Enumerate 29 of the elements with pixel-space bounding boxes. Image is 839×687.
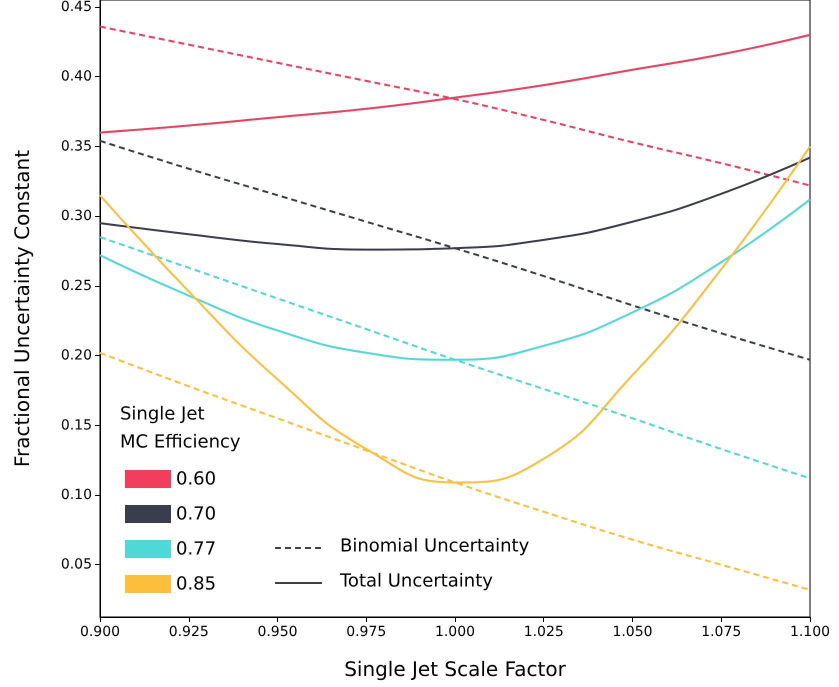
legend-label: 0.60 — [176, 468, 216, 490]
y-tick-label: 0.40 — [60, 68, 92, 85]
x-tick-label: 0.975 — [346, 624, 386, 640]
y-tick-label: 0.35 — [60, 138, 92, 154]
y-tick-label: 0.45 — [60, 0, 92, 15]
legend-label: 0.70 — [176, 504, 216, 524]
x-tick-label: 1.075 — [701, 624, 742, 640]
y-tick-label: 0.30 — [60, 208, 92, 224]
y-tick-label: 0.10 — [60, 487, 92, 503]
annotation: Total Uncertainty — [339, 570, 494, 592]
x-axis-title: Single Jet Scale Factor — [344, 657, 567, 681]
x-tick-label: 0.900 — [80, 624, 120, 640]
y-tick-label: 0.20 — [60, 348, 92, 364]
line-series — [99, 26, 811, 186]
annotation: Binomial Uncertainty — [340, 536, 530, 556]
x-tick-label: 1.025 — [524, 624, 564, 640]
legend-label: 0.85 — [176, 574, 216, 594]
y-tick-label: 0.25 — [60, 278, 92, 294]
line-series — [99, 140, 811, 361]
y-tick-label: 0.05 — [60, 556, 92, 573]
legend-label: 0.77 — [176, 538, 216, 560]
y-tick-label: 0.15 — [60, 417, 92, 434]
x-tick-label: 0.925 — [168, 624, 209, 640]
legend-title: Single Jet MC Efficiency — [120, 404, 241, 452]
x-tick-label: 1.000 — [434, 624, 476, 640]
x-tick-label: 1.100 — [790, 624, 830, 640]
y-axis-title: Fractional Uncertainty Constant — [10, 150, 34, 468]
x-tick-label: 1.050 — [612, 624, 653, 640]
x-tick-label: 0.950 — [257, 624, 298, 640]
